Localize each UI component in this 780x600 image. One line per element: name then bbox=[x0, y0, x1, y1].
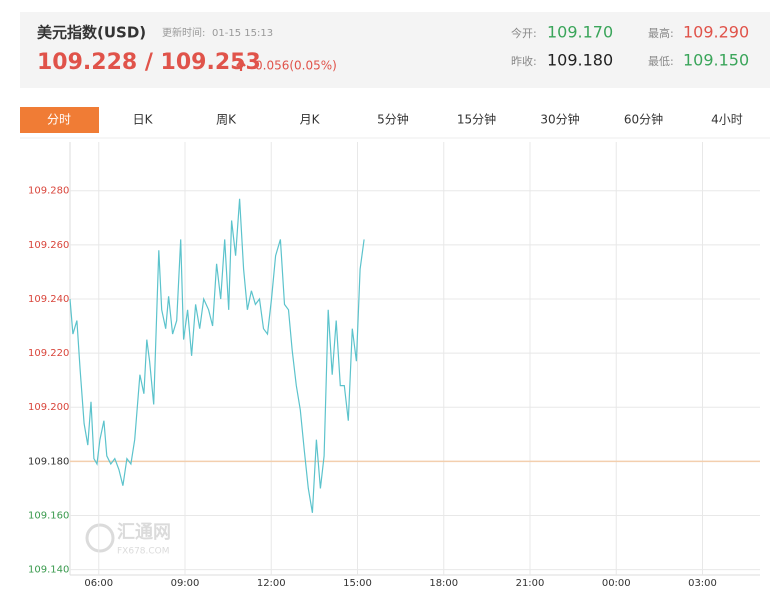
x-tick-label: 21:00 bbox=[516, 578, 545, 589]
title: 美元指数(USD) bbox=[37, 24, 146, 42]
y-tick-label: 109.260 bbox=[28, 240, 69, 251]
watermark: 汇通网 FX678.COM bbox=[85, 522, 171, 557]
y-tick-label: 109.180 bbox=[28, 456, 69, 467]
y-tick-label: 109.240 bbox=[28, 294, 69, 305]
x-tick-label: 18:00 bbox=[429, 578, 458, 589]
update-time: 01-15 15:13 bbox=[212, 28, 273, 39]
tab[interactable]: 60分钟 bbox=[624, 112, 663, 127]
tab[interactable]: 周K bbox=[216, 113, 237, 127]
tab[interactable]: 4小时 bbox=[711, 113, 743, 127]
price: 109.228 / 109.253 bbox=[37, 50, 261, 75]
x-tick-label: 15:00 bbox=[343, 578, 372, 589]
high: 109.290 bbox=[683, 23, 749, 42]
update-label: 更新时间: bbox=[162, 26, 205, 39]
up-arrow bbox=[236, 59, 246, 71]
low: 109.150 bbox=[683, 51, 749, 70]
low-label: 最低: bbox=[648, 55, 674, 68]
open: 109.170 bbox=[547, 23, 613, 42]
y-tick-label: 109.140 bbox=[28, 565, 69, 576]
tab[interactable]: 月K bbox=[300, 113, 321, 127]
tab[interactable]: 日K bbox=[133, 113, 154, 127]
prev-close: 109.180 bbox=[547, 51, 613, 70]
tab[interactable]: 15分钟 bbox=[457, 112, 496, 127]
y-tick-label: 109.160 bbox=[28, 510, 69, 521]
y-tick-label: 109.220 bbox=[28, 348, 69, 359]
tab[interactable]: 30分钟 bbox=[540, 112, 579, 127]
watermark-name: 汇通网 bbox=[117, 522, 171, 543]
x-tick-label: 03:00 bbox=[688, 578, 717, 589]
prev-close-label: 昨收: bbox=[511, 54, 537, 68]
watermark-site: FX678.COM bbox=[117, 547, 170, 557]
change: 0.056(0.05%) bbox=[255, 59, 337, 73]
x-tick-label: 00:00 bbox=[602, 578, 631, 589]
x-tick-label: 06:00 bbox=[84, 578, 113, 589]
high-label: 最高: bbox=[648, 26, 674, 40]
tab-active-bg[interactable] bbox=[20, 107, 99, 133]
y-tick-label: 109.280 bbox=[28, 186, 69, 197]
x-tick-label: 09:00 bbox=[171, 578, 200, 589]
x-tick-label: 12:00 bbox=[257, 578, 286, 589]
open-label: 今开: bbox=[511, 26, 537, 40]
y-tick-label: 109.200 bbox=[28, 402, 69, 413]
watermark-logo bbox=[85, 523, 115, 553]
tab[interactable]: 5分钟 bbox=[377, 112, 409, 127]
price-line bbox=[69, 198, 365, 513]
header-bg bbox=[20, 12, 770, 88]
tab[interactable]: 分时 bbox=[47, 113, 71, 127]
